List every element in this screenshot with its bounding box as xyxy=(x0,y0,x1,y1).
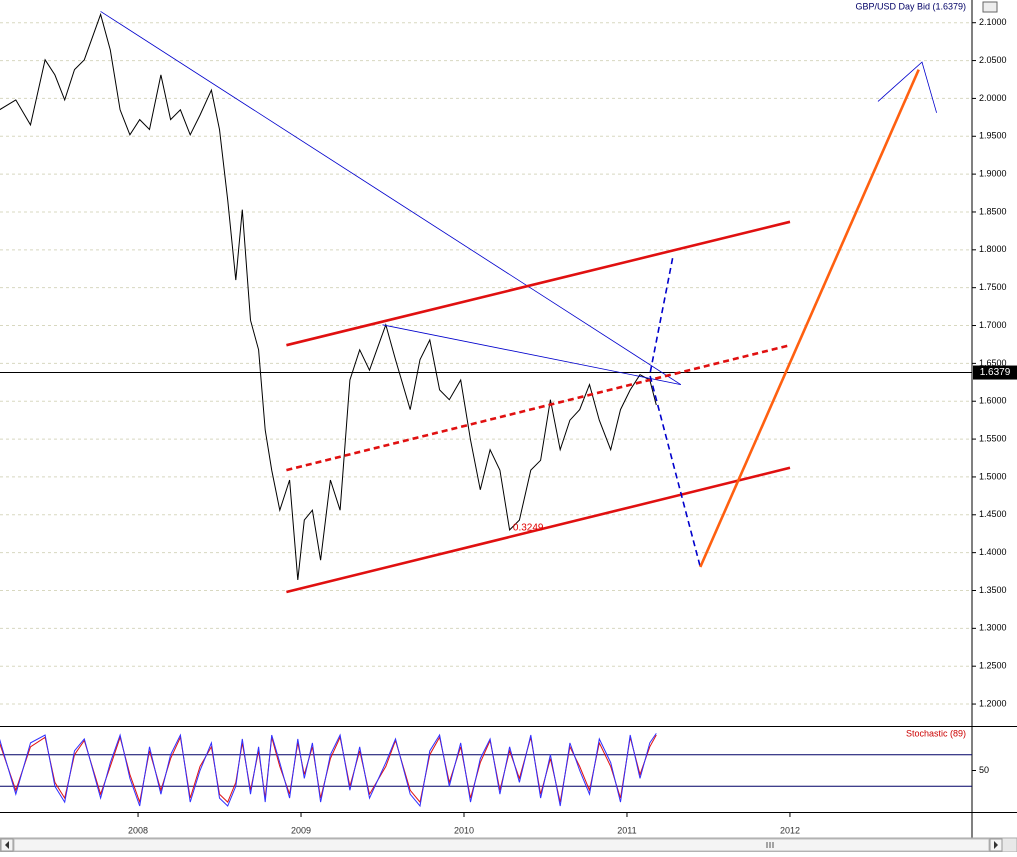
y-tick-label: 1.5000 xyxy=(979,471,1007,481)
trend-line xyxy=(286,343,791,472)
y-tick-label: 1.8500 xyxy=(979,206,1007,216)
last-price-box xyxy=(973,365,1017,380)
y-tick-label: 1.3000 xyxy=(979,623,1007,633)
price-line xyxy=(0,733,657,808)
y-tick-label: 1.7000 xyxy=(979,320,1007,330)
y-tick-label: 1.4500 xyxy=(979,509,1007,519)
price-line xyxy=(0,734,657,805)
trend-line xyxy=(877,61,937,113)
trend-line xyxy=(286,220,791,347)
last-price-label: 1.6379 xyxy=(980,367,1011,378)
y-tick-label: 1.3500 xyxy=(979,585,1007,595)
y-tick-label: 2.0500 xyxy=(979,55,1007,65)
y-tick-label: 2.1000 xyxy=(979,17,1007,27)
stochastic-title: Stochastic (89) xyxy=(906,728,966,738)
y-tick-label: 50 xyxy=(979,765,989,775)
scroll-thumb[interactable] xyxy=(13,838,990,852)
trend-line xyxy=(699,69,920,568)
y-tick-label: 1.5500 xyxy=(979,433,1007,443)
trend-line xyxy=(382,324,681,385)
y-tick-label: 1.9000 xyxy=(979,168,1007,178)
x-tick-label: 2011 xyxy=(617,825,636,835)
y-tick-label: 1.6500 xyxy=(979,358,1007,368)
trend-line xyxy=(100,11,682,385)
price-line xyxy=(0,12,657,580)
y-tick-label: 1.8000 xyxy=(979,244,1007,254)
y-tick-label: 1.2500 xyxy=(979,661,1007,671)
y-tick-label: 2.0000 xyxy=(979,93,1007,103)
scroll-grip xyxy=(766,842,774,848)
scrollbar[interactable] xyxy=(0,837,1017,853)
x-tick-label: 2008 xyxy=(128,825,148,835)
x-tick-label: 2012 xyxy=(780,825,800,835)
y-tick-label: 1.4000 xyxy=(979,547,1007,557)
trend-line xyxy=(286,466,791,594)
x-tick-label: 2010 xyxy=(454,825,474,835)
y-tick-label: 1.9500 xyxy=(979,131,1007,141)
y-tick-label: 1.6000 xyxy=(979,396,1007,406)
y-tick-label: 1.2000 xyxy=(979,698,1007,708)
toolbar-icon[interactable] xyxy=(982,1,998,13)
x-tick-label: 2009 xyxy=(291,825,311,835)
y-tick-label: 1.7500 xyxy=(979,282,1007,292)
chart-title: GBP/USD Day Bid (1.6379) xyxy=(855,1,966,11)
annotation: 0.3249 xyxy=(513,522,544,533)
trend-line xyxy=(648,258,702,568)
icon-box[interactable] xyxy=(982,1,998,13)
